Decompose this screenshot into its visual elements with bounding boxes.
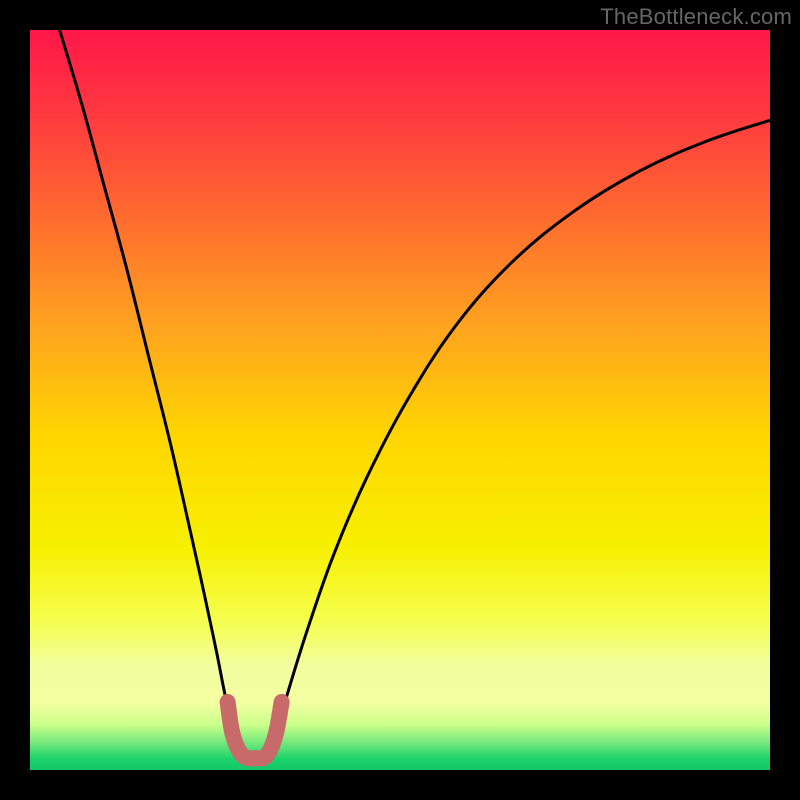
plot-area bbox=[30, 30, 770, 770]
watermark-text: TheBottleneck.com bbox=[600, 4, 792, 30]
chart-svg bbox=[30, 30, 770, 770]
chart-frame: TheBottleneck.com bbox=[0, 0, 800, 800]
